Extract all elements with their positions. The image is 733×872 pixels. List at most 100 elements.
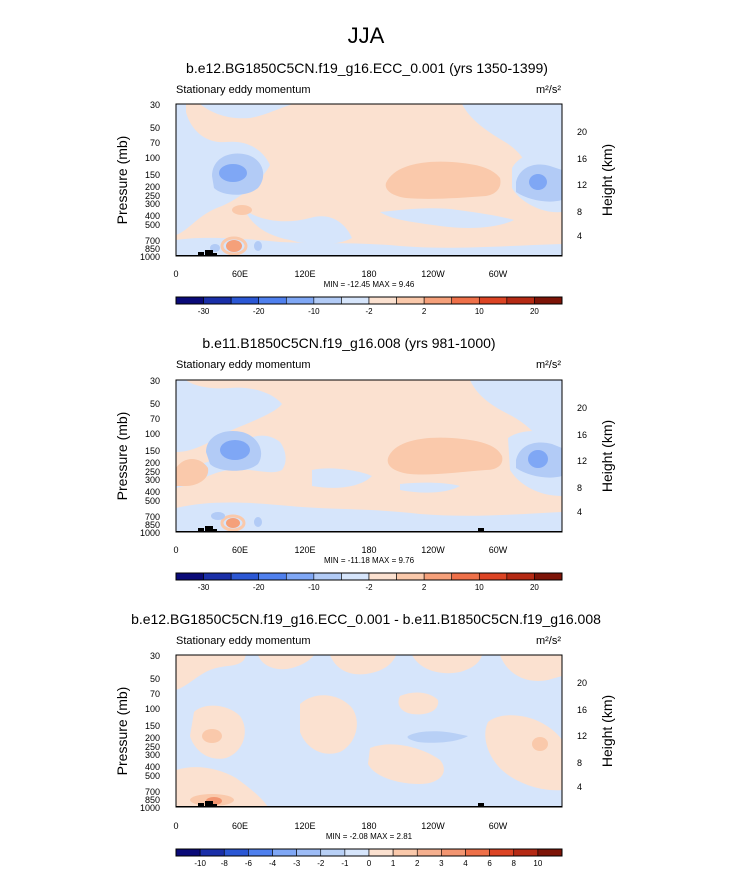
panel-title: b.e12.BG1850C5CN.f19_g16.ECC_0.001 (yrs …	[186, 60, 548, 76]
topography-block	[198, 803, 204, 807]
y-tick-label: 70	[150, 138, 160, 148]
positive-region	[485, 715, 562, 791]
positive-region	[398, 692, 439, 715]
heatmap-field	[176, 104, 562, 256]
colorbar-swatch	[416, 848, 442, 857]
colorbar-label: -8	[221, 859, 229, 868]
units-label: m²/s²	[536, 359, 561, 371]
y-tick-label: 200	[145, 182, 160, 192]
colorbar-swatch	[489, 848, 515, 857]
negative-core	[529, 174, 547, 190]
colorbar-swatch	[506, 572, 535, 581]
colorbar-swatch	[396, 296, 425, 305]
colorbar: -10 -8 -6 -4 -3 -2 -1 0 1 2 3 4 6 8 10	[175, 848, 563, 868]
negative-core	[219, 164, 247, 182]
y-right-tick-label: 12	[577, 456, 587, 466]
colorbar-label: 8	[512, 859, 517, 868]
colorbar-swatch	[451, 296, 480, 305]
panel-title: b.e11.B1850C5CN.f19_g16.008 (yrs 981-100…	[202, 335, 495, 351]
y-tick-label: 250	[145, 742, 160, 752]
topography-block	[213, 253, 217, 256]
heatmap-field	[176, 655, 562, 807]
y-tick-label: 150	[145, 170, 160, 180]
y-right-tick-label: 4	[577, 231, 582, 241]
topography-block	[205, 250, 213, 256]
min-max-stats: MIN = -12.45 MAX = 9.46	[324, 280, 415, 289]
colorbar-label: 1	[391, 859, 396, 868]
colorbar-swatch	[199, 848, 225, 857]
colorbar-swatch	[175, 848, 201, 857]
negative-core	[220, 440, 250, 460]
y-tick-labels: 30 50 70 100 150 200 250 300 400 500 700…	[140, 651, 160, 813]
y-tick-label: 200	[145, 458, 160, 468]
positive-region	[232, 205, 252, 215]
plot-frame	[175, 654, 563, 808]
y-right-tick-labels: 20 16 12 8 4	[577, 678, 587, 792]
y-right-tick-label: 8	[577, 207, 582, 217]
colorbar-swatch	[223, 848, 249, 857]
colorbar-label: -1	[341, 859, 349, 868]
colorbar-swatch	[537, 848, 563, 857]
y-tick-label: 400	[145, 762, 160, 772]
colorbar: -30 -20 -10 -2 2 10 20	[175, 296, 563, 316]
y-right-tick-label: 12	[577, 731, 587, 741]
positive-region	[176, 655, 246, 690]
colorbar-label: 20	[530, 307, 539, 316]
x-tick-label: 120E	[294, 821, 315, 831]
y-right-tick-labels: 20 16 12 8 4	[577, 127, 587, 241]
plot-frame	[175, 379, 563, 533]
y-tick-label: 1000	[140, 252, 160, 262]
positive-core	[226, 240, 242, 252]
colorbar-swatch	[344, 848, 370, 857]
y-tick-label: 300	[145, 750, 160, 760]
x-tick-label: 60W	[489, 269, 508, 279]
positive-region	[220, 236, 248, 256]
colorbar-label: 10	[475, 307, 484, 316]
panel-3: b.e12.BG1850C5CN.f19_g16.ECC_0.001 - b.e…	[114, 611, 615, 868]
negative-region	[254, 517, 262, 527]
topography-block	[478, 803, 484, 807]
colorbar-label: 4	[463, 859, 468, 868]
x-tick-label: 0	[173, 821, 178, 831]
colorbar-label: 0	[367, 859, 372, 868]
min-max-stats: MIN = -11.18 MAX = 9.76	[324, 556, 415, 565]
y-tick-label: 400	[145, 211, 160, 221]
y-right-tick-label: 20	[577, 678, 587, 688]
colorbar-label: -2	[365, 307, 373, 316]
colorbar-swatch	[272, 848, 297, 857]
y-right-axis-label: Height (km)	[599, 420, 615, 492]
x-tick-label: 60E	[232, 545, 248, 555]
y-right-tick-label: 16	[577, 154, 587, 164]
colorbar-label: -30	[198, 307, 210, 316]
x-tick-label: 60W	[489, 545, 508, 555]
panel-2: b.e11.B1850C5CN.f19_g16.008 (yrs 981-100…	[114, 335, 615, 592]
colorbar-swatch	[313, 296, 342, 305]
negative-region	[400, 482, 460, 493]
colorbar-swatch	[248, 848, 273, 857]
positive-region	[300, 695, 357, 754]
colorbar-label: 2	[415, 859, 420, 868]
colorbar-swatch	[513, 848, 539, 857]
colorbar-swatch	[396, 572, 425, 581]
colorbar-label: -2	[365, 583, 373, 592]
colorbar-swatch	[506, 296, 535, 305]
colorbar-label: 10	[475, 583, 484, 592]
y-tick-label: 700	[145, 236, 160, 246]
colorbar-swatch	[258, 296, 287, 305]
y-right-tick-label: 20	[577, 127, 587, 137]
colorbar-swatch	[534, 572, 563, 581]
colorbar-label: 6	[487, 859, 492, 868]
y-tick-label: 850	[145, 795, 160, 805]
colorbar-swatch	[175, 572, 204, 581]
negative-region	[176, 380, 282, 452]
y-axis-label: Pressure (mb)	[114, 687, 130, 776]
positive-region	[385, 161, 501, 199]
y-right-tick-label: 8	[577, 483, 582, 493]
colorbar-swatch	[423, 572, 453, 581]
y-right-tick-labels: 20 16 12 8 4	[577, 403, 587, 517]
topography-block	[205, 801, 213, 807]
negative-core	[528, 450, 548, 468]
positive-region	[412, 655, 482, 674]
colorbar-swatch	[368, 296, 397, 305]
colorbar: -30 -20 -10 -2 2 10 20	[175, 572, 563, 592]
